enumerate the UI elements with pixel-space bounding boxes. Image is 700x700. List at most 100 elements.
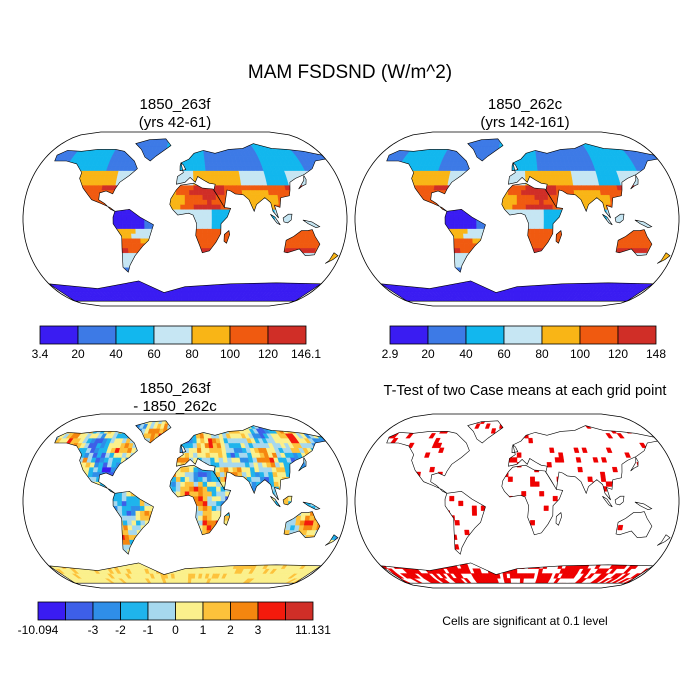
grid-cell [528, 165, 534, 171]
grid-cell [236, 184, 243, 191]
grid-cell [209, 170, 215, 176]
grid-cell [534, 204, 540, 210]
grid-cell [126, 213, 132, 220]
grid-cell [550, 180, 557, 186]
grid-cell [573, 189, 580, 196]
grid-cell [216, 223, 222, 229]
grid-cell [530, 218, 536, 225]
grid-cell [534, 242, 540, 249]
grid-cell [201, 170, 207, 176]
grid-cell [463, 238, 469, 244]
grid-cell [198, 238, 203, 244]
grid-cell [193, 199, 199, 205]
grid-cell [127, 247, 134, 254]
grid-cell [117, 223, 123, 229]
grid-cell [534, 218, 540, 225]
grid-cell [525, 199, 531, 205]
grid-cell [525, 170, 530, 176]
grid-cell [525, 194, 531, 200]
grid-cell [207, 204, 213, 210]
grid-cell [533, 170, 539, 176]
grid-cell [135, 238, 142, 244]
map-border [22, 131, 348, 307]
grid-cell [189, 194, 195, 200]
grid-cell [232, 184, 238, 191]
grid-cell [175, 199, 181, 205]
grid-cell [180, 199, 186, 205]
grid-cell [534, 223, 540, 229]
grid-cell [539, 209, 545, 215]
grid-cell [139, 218, 145, 225]
panel2-title-line2: (yrs 142-161) [480, 114, 570, 131]
grid-cell [197, 170, 203, 176]
grid-cell [560, 184, 566, 191]
grid-cell [516, 204, 522, 210]
grid-cell [472, 238, 478, 244]
grid-cell [454, 242, 461, 249]
grid-cell [219, 189, 225, 196]
grid-cell [132, 247, 138, 254]
grid-cell [512, 175, 518, 181]
grid-cell [458, 233, 464, 239]
grid-cell [220, 194, 226, 200]
grid-cell [551, 189, 557, 196]
grid-cell [211, 213, 217, 220]
grid-cell [550, 175, 556, 181]
grid-cell [548, 218, 554, 225]
case-b-map [354, 131, 680, 307]
case-a-map [22, 131, 348, 307]
grid-cell [205, 175, 211, 181]
grid-cell [189, 184, 194, 191]
grid-cell [578, 189, 584, 196]
grid-cell [539, 228, 545, 234]
panel3-title-line1: 1850_263f [139, 380, 211, 397]
grid-cell [516, 184, 522, 191]
grid-cell [175, 189, 181, 196]
grid-cell [538, 194, 544, 200]
grid-cell [512, 199, 518, 205]
grid-cell [193, 209, 199, 215]
panel3-title-line2: - 1850_262c [133, 398, 217, 415]
grid-cell [449, 213, 455, 220]
grid-cell [211, 204, 217, 210]
grid-cell [516, 286, 521, 292]
grid-cell [126, 238, 133, 244]
grid-cell [516, 170, 522, 176]
grid-cell [537, 175, 543, 181]
grid-cell [126, 228, 132, 234]
panel2-title: 1850_262c (yrs 142-161) [375, 96, 675, 132]
grid-cell [178, 296, 183, 302]
grid-cell [472, 233, 478, 239]
grid-cell [117, 218, 123, 225]
grid-cell [449, 218, 455, 225]
grid-cell [582, 189, 588, 196]
grid-cell [458, 218, 464, 225]
grid-cell [202, 213, 208, 220]
grid-cell [459, 247, 466, 254]
grid-cell [184, 160, 190, 167]
grid-cell [144, 233, 150, 239]
panel3-title: 1850_263f - 1850_262c [25, 380, 325, 416]
grid-cell [207, 199, 213, 205]
grid-cell [211, 238, 217, 244]
grid-cell [548, 228, 554, 234]
grid-cell [503, 199, 509, 205]
grid-cell [126, 233, 132, 239]
grid-cell [520, 160, 526, 167]
grid-cell [202, 218, 208, 225]
grid-cell [121, 218, 127, 225]
grid-cell [198, 194, 203, 200]
grid-cell [525, 209, 531, 215]
grid-cell [300, 233, 306, 239]
grid-cell [534, 213, 540, 220]
grid-cell [534, 194, 540, 200]
grid-cell [524, 165, 530, 171]
panel2-title-line1: 1850_262c [487, 96, 563, 113]
grid-cell [189, 199, 195, 205]
grid-cell [202, 204, 208, 210]
grid-cell [600, 194, 607, 200]
grid-cell [530, 204, 536, 210]
grid-cell [211, 209, 217, 215]
grid-cell [534, 228, 540, 234]
grid-cell [467, 238, 474, 244]
